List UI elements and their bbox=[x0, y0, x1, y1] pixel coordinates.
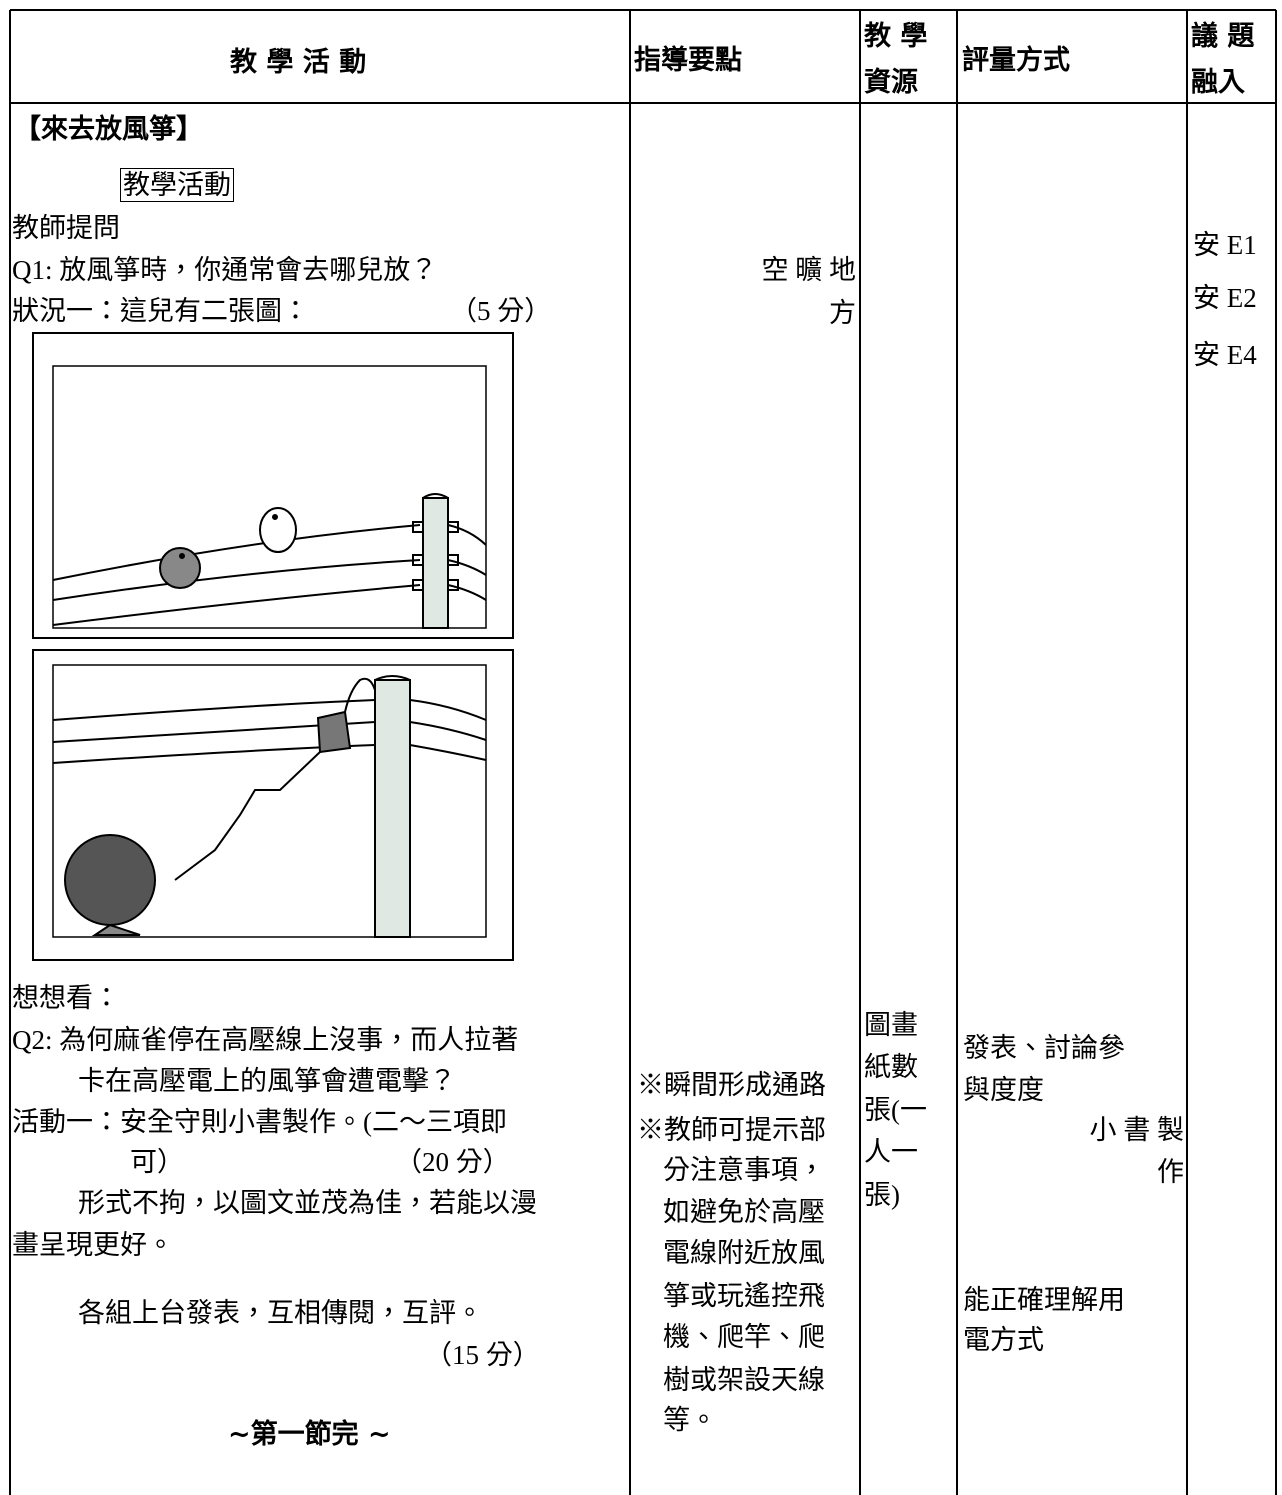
guidance-text: 電線附近放風 bbox=[663, 1238, 825, 1268]
illustration-kite bbox=[32, 649, 514, 961]
guidance-text: 等。 bbox=[663, 1405, 717, 1435]
header-resources: 教 學 bbox=[864, 21, 928, 52]
header-guidance: 指導要點 bbox=[634, 45, 742, 76]
activity-time: （5 分） bbox=[450, 296, 552, 326]
activity-time: （15 分） bbox=[425, 1340, 540, 1370]
activity-text: 形式不拘，以圖文並茂為佳，若能以漫 bbox=[78, 1188, 537, 1218]
resources-text: 圖畫 bbox=[864, 1010, 918, 1040]
activity-text: Q1: 放風箏時，你通常會去哪兒放？ bbox=[12, 255, 438, 285]
activity-text: 教師提問 bbox=[12, 213, 120, 243]
activity-text: 活動一：安全守則小書製作。(二～三項即 bbox=[12, 1107, 507, 1137]
activity-label: 教學活動 bbox=[120, 168, 234, 202]
header-issues: 融入 bbox=[1191, 67, 1245, 98]
issue-code: 安 E4 bbox=[1193, 340, 1257, 370]
assessment-text: 發表、討論參 bbox=[963, 1033, 1125, 1063]
issue-code: 安 E2 bbox=[1193, 283, 1257, 313]
illustration-birds bbox=[32, 332, 514, 639]
header-issues: 議 題 bbox=[1191, 21, 1255, 52]
assessment-text: 電方式 bbox=[963, 1325, 1044, 1355]
activity-text: 想想看： bbox=[12, 983, 120, 1013]
guidance-text: ※瞬間形成通路 bbox=[637, 1070, 826, 1100]
activity-text: Q2: 為何麻雀停在高壓線上沒事，而人拉著 bbox=[12, 1025, 519, 1055]
activity-text: 狀況一：這兒有二張圖： bbox=[12, 296, 309, 326]
header-assessment: 評量方式 bbox=[962, 45, 1070, 76]
resources-text: 張(一 bbox=[864, 1095, 927, 1125]
activity-text: 畫呈現更好。 bbox=[12, 1230, 174, 1260]
activity-text: 卡在高壓電上的風箏會遭電擊？ bbox=[78, 1066, 456, 1096]
issue-code: 安 E1 bbox=[1193, 230, 1257, 260]
guidance-text: 方 bbox=[829, 298, 856, 328]
guidance-text: 分注意事項， bbox=[663, 1155, 825, 1185]
guidance-text: 機、爬竿、爬 bbox=[663, 1322, 825, 1352]
activity-end: ~第一節完 ~ bbox=[228, 1419, 391, 1450]
header-activity: 教 學 活 動 bbox=[230, 47, 367, 78]
assessment-text: 作 bbox=[1157, 1157, 1184, 1187]
guidance-text: 箏或玩遙控飛 bbox=[663, 1281, 825, 1311]
guidance-text: 空 曠 地 bbox=[761, 255, 857, 285]
activity-text: 可） bbox=[130, 1147, 184, 1177]
resources-text: 人一 bbox=[864, 1137, 918, 1167]
resources-text: 紙數 bbox=[864, 1052, 918, 1082]
activity-text: 各組上台發表，互相傳閱，互評。 bbox=[78, 1298, 483, 1328]
resources-text: 張) bbox=[864, 1180, 900, 1210]
header-resources: 資源 bbox=[864, 67, 918, 98]
assessment-text: 小 書 製 bbox=[1089, 1115, 1185, 1145]
assessment-text: 與度度 bbox=[963, 1075, 1044, 1105]
assessment-text: 能正確理解用 bbox=[963, 1285, 1125, 1315]
guidance-text: ※教師可提示部 bbox=[637, 1115, 826, 1145]
guidance-text: 如避免於高壓 bbox=[663, 1197, 825, 1227]
guidance-text: 樹或架設天線 bbox=[663, 1365, 825, 1395]
activity-title: 【來去放風箏】 bbox=[14, 114, 203, 145]
activity-time: （20 分） bbox=[395, 1147, 510, 1177]
